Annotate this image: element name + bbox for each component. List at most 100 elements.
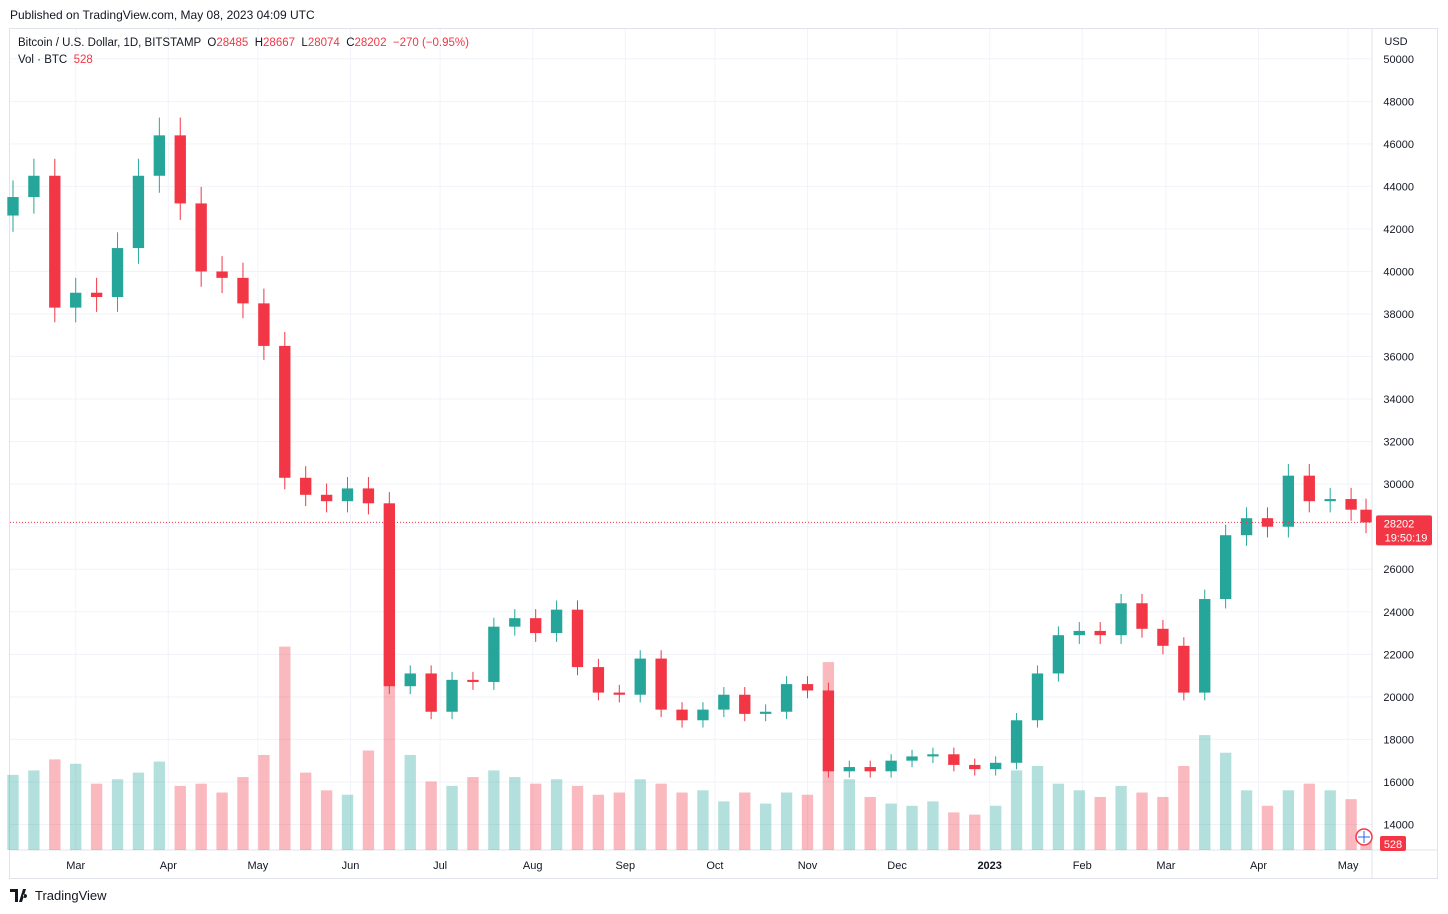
candle-body [49,175,61,308]
candle-body [1240,518,1253,536]
currency-label: USD [1384,36,1407,48]
volume-bar [801,794,814,850]
candle-body [320,494,333,502]
candle-body [70,292,82,308]
volume-bar [362,750,375,850]
time-tick-label: Nov [798,860,818,872]
volume-bar [1157,796,1169,850]
candle-body [1324,499,1336,502]
time-tick-label: Sep [616,860,636,872]
tradingview-logo-icon [10,889,28,902]
time-tick-label: Mar [66,860,85,872]
volume-bar [488,770,500,850]
volume-bar [1031,766,1044,850]
volume-bar [1240,790,1253,850]
last-price-badge [1376,515,1432,546]
price-tick-label: 46000 [1383,139,1414,151]
candle-body [885,760,897,772]
candle-body [28,175,40,198]
volume-bar [320,790,333,850]
candle-body [111,248,124,297]
candle-body [1094,630,1106,636]
candle-body [906,756,918,761]
candle-body [90,292,103,297]
volume-bar [1010,770,1023,850]
volume-bar [906,805,918,850]
time-tick-label: 2023 [977,860,1001,872]
volume-bar [1094,796,1106,850]
candle-body [341,488,354,502]
volume-bar [237,777,249,850]
candle-body [153,135,166,176]
candle-body [237,277,249,304]
candle-body [1178,645,1190,693]
candle-body [571,609,584,668]
volume-bar [28,770,40,850]
candle-body [1303,475,1315,502]
candle-body [843,767,855,772]
volume-bar [446,785,458,850]
price-tick-label: 42000 [1383,224,1414,236]
volume-bar [70,763,82,850]
price-tick-label: 32000 [1383,437,1414,449]
volume-bar [655,783,667,850]
candle-body [718,694,730,710]
legend-volume-label[interactable]: Vol · BTC [18,54,68,66]
volume-bar [404,754,416,850]
legend-change: −270 (−0.95%) [392,37,469,49]
last-price-value: 28202 [1384,518,1415,530]
volume-bar [718,801,730,850]
footer-brand[interactable]: TradingView [10,888,107,903]
price-tick-label: 22000 [1383,649,1414,661]
volume-bar [509,777,521,850]
globe-icon-lines [1358,831,1370,843]
candle-body [1115,603,1127,636]
candle-body [864,767,876,772]
candle-body [655,658,667,710]
volume-bar [1324,790,1336,850]
footer-brand-label: TradingView [35,888,107,903]
time-tick-label: Aug [523,860,543,872]
volume-bar [780,792,793,850]
volume-bar [216,792,228,850]
price-tick-label: 50000 [1383,54,1414,66]
volume-bar [174,785,186,850]
volume-badge-value: 528 [1384,839,1402,851]
candle-body [1010,720,1023,763]
time-tick-label: Oct [706,860,723,872]
candle-body [1345,499,1357,510]
candle-body [404,673,416,687]
volume-bar [885,803,897,850]
candle-body [1282,475,1295,527]
price-tick-label: 24000 [1383,607,1414,619]
volume-bar [843,779,855,850]
volume-bar [969,814,981,850]
chart-frame[interactable] [9,28,1438,879]
candle-body [1360,509,1372,523]
candle-body [1031,673,1044,721]
volume-bar [676,792,688,850]
candle-body [530,618,542,634]
legend-high-label: H [254,37,264,49]
volume-bar [550,779,563,850]
candle-body [1157,628,1169,646]
volume-bar [739,792,751,850]
candle-body [1052,635,1065,674]
volume-bar [1052,783,1065,850]
volume-bar [467,777,479,850]
candle-body [739,694,751,714]
volume-bar [1178,766,1190,850]
volume-bar [948,812,960,850]
volume-bar [111,779,124,850]
candle-body [7,197,19,216]
legend-symbol[interactable]: Bitcoin / U.S. Dollar, 1D, BITSTAMP [18,37,201,49]
chart-legend: Bitcoin / U.S. Dollar, 1D, BITSTAMP O284… [18,35,469,69]
legend-open-value: 28485 [216,37,249,49]
candle-body [362,488,375,504]
candle-body [195,203,207,272]
volume-bar [1282,790,1295,850]
volume-bar [341,794,354,850]
volume-bar [1136,792,1148,850]
volume-bar [759,803,772,850]
